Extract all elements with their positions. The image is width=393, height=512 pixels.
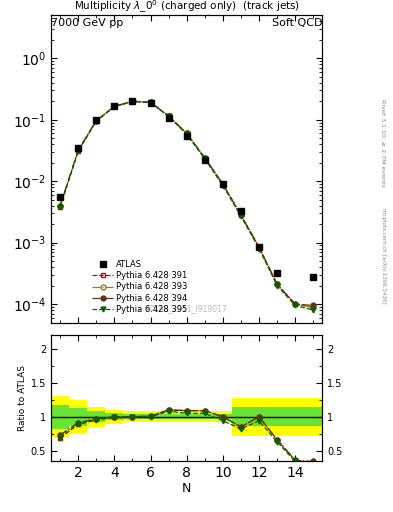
- ATLAS: [257, 244, 261, 250]
- Pythia 6.428 391: [76, 148, 81, 154]
- Pythia 6.428 393: [112, 103, 117, 110]
- Pythia 6.428 394: [311, 303, 316, 309]
- Pythia 6.428 391: [293, 301, 298, 307]
- Text: 7000 GeV pp: 7000 GeV pp: [51, 18, 123, 28]
- ATLAS: [239, 208, 243, 214]
- Pythia 6.428 391: [94, 118, 99, 124]
- ATLAS: [76, 145, 81, 151]
- Pythia 6.428 394: [220, 181, 225, 187]
- Pythia 6.428 393: [275, 281, 279, 287]
- Pythia 6.428 391: [148, 99, 153, 105]
- Pythia 6.428 391: [130, 98, 135, 104]
- Pythia 6.428 395: [130, 98, 135, 104]
- Pythia 6.428 391: [257, 244, 261, 250]
- Pythia 6.428 395: [76, 148, 81, 154]
- Pythia 6.428 394: [76, 147, 81, 153]
- Text: Soft QCD: Soft QCD: [272, 18, 322, 28]
- Pythia 6.428 394: [130, 98, 135, 104]
- Pythia 6.428 394: [184, 130, 189, 136]
- Pythia 6.428 395: [58, 204, 62, 210]
- Pythia 6.428 394: [94, 117, 99, 123]
- Pythia 6.428 393: [94, 117, 99, 123]
- Pythia 6.428 395: [293, 303, 298, 309]
- Pythia 6.428 394: [166, 113, 171, 119]
- Pythia 6.428 393: [257, 244, 261, 250]
- ATLAS: [311, 273, 316, 280]
- Pythia 6.428 394: [257, 244, 261, 250]
- Pythia 6.428 391: [239, 212, 243, 218]
- Text: Rivet 3.1.10; ≥ 2.7M events: Rivet 3.1.10; ≥ 2.7M events: [381, 99, 386, 187]
- Pythia 6.428 393: [293, 301, 298, 307]
- Pythia 6.428 395: [239, 213, 243, 219]
- Pythia 6.428 393: [202, 155, 207, 161]
- Pythia 6.428 395: [202, 156, 207, 162]
- Pythia 6.428 393: [58, 203, 62, 209]
- Pythia 6.428 391: [311, 305, 316, 311]
- Pythia 6.428 391: [202, 155, 207, 161]
- Line: ATLAS: ATLAS: [57, 98, 316, 280]
- ATLAS: [58, 194, 62, 200]
- Y-axis label: Ratio to ATLAS: Ratio to ATLAS: [18, 365, 27, 431]
- Line: Pythia 6.428 394: Pythia 6.428 394: [58, 99, 316, 308]
- Pythia 6.428 395: [311, 307, 316, 313]
- Text: mcplots.cern.ch [arXiv:1306.3436]: mcplots.cern.ch [arXiv:1306.3436]: [381, 208, 386, 304]
- ATLAS: [220, 181, 225, 187]
- ATLAS: [275, 270, 279, 276]
- Text: ATLAS_2011_I919017: ATLAS_2011_I919017: [146, 304, 228, 313]
- ATLAS: [148, 99, 153, 105]
- Pythia 6.428 391: [112, 103, 117, 110]
- Pythia 6.428 393: [130, 98, 135, 104]
- Pythia 6.428 394: [58, 203, 62, 209]
- Line: Pythia 6.428 391: Pythia 6.428 391: [58, 99, 316, 310]
- Pythia 6.428 394: [275, 281, 279, 287]
- Pythia 6.428 393: [148, 99, 153, 105]
- Pythia 6.428 393: [311, 305, 316, 311]
- Pythia 6.428 395: [112, 103, 117, 110]
- Pythia 6.428 395: [148, 99, 153, 105]
- Pythia 6.428 393: [220, 181, 225, 187]
- Line: Pythia 6.428 393: Pythia 6.428 393: [58, 99, 316, 310]
- X-axis label: N: N: [182, 482, 191, 496]
- ATLAS: [130, 98, 135, 104]
- Pythia 6.428 391: [220, 181, 225, 187]
- Pythia 6.428 395: [275, 283, 279, 289]
- Pythia 6.428 394: [239, 212, 243, 218]
- Pythia 6.428 395: [220, 182, 225, 188]
- Pythia 6.428 391: [166, 113, 171, 119]
- Pythia 6.428 394: [293, 301, 298, 307]
- Pythia 6.428 391: [184, 130, 189, 136]
- ATLAS: [166, 115, 171, 121]
- Pythia 6.428 394: [112, 103, 117, 110]
- Pythia 6.428 395: [184, 131, 189, 137]
- Pythia 6.428 391: [275, 281, 279, 287]
- Pythia 6.428 394: [202, 155, 207, 161]
- Line: Pythia 6.428 395: Pythia 6.428 395: [58, 99, 316, 312]
- ATLAS: [112, 103, 117, 110]
- Pythia 6.428 393: [166, 113, 171, 119]
- Pythia 6.428 393: [76, 147, 81, 153]
- Pythia 6.428 394: [148, 99, 153, 105]
- Pythia 6.428 393: [239, 212, 243, 218]
- Pythia 6.428 391: [58, 204, 62, 210]
- Pythia 6.428 393: [184, 130, 189, 136]
- ATLAS: [202, 157, 207, 163]
- ATLAS: [94, 117, 99, 123]
- Pythia 6.428 395: [166, 114, 171, 120]
- Legend: ATLAS, Pythia 6.428 391, Pythia 6.428 393, Pythia 6.428 394, Pythia 6.428 395: ATLAS, Pythia 6.428 391, Pythia 6.428 39…: [90, 259, 189, 315]
- ATLAS: [184, 133, 189, 139]
- Title: Multiplicity $\lambda\_0^0$ (charged only)  (track jets): Multiplicity $\lambda\_0^0$ (charged onl…: [73, 0, 300, 15]
- Pythia 6.428 395: [257, 246, 261, 252]
- Pythia 6.428 395: [94, 118, 99, 124]
